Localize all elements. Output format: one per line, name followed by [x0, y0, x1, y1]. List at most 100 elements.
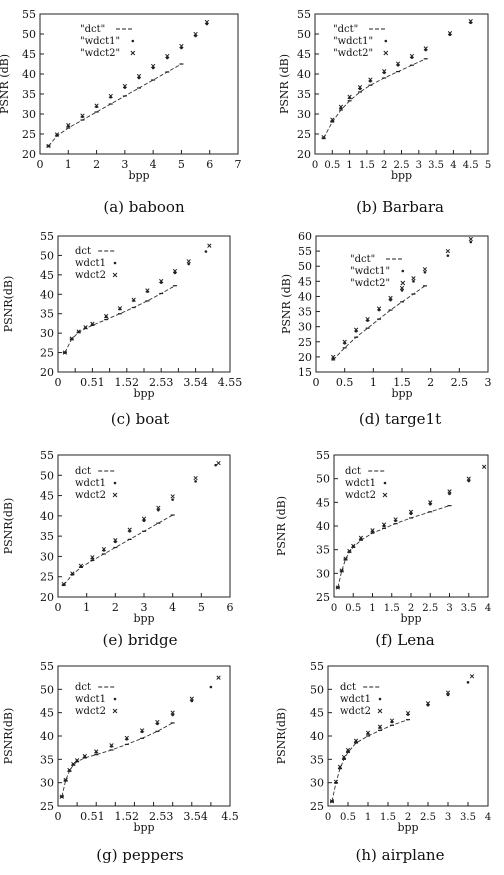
x-tick-label: 0.51 — [80, 376, 105, 389]
data-point-3-11 — [170, 710, 175, 715]
y-tick-label: 45 — [297, 48, 311, 61]
x-tick-label: 0 — [331, 603, 337, 614]
data-point-3-7 — [109, 743, 114, 748]
legend-label: wdct1 — [75, 258, 106, 269]
data-point-3-0 — [331, 354, 336, 360]
legend-marker — [383, 481, 387, 485]
chart-panel-8: 25 30 35 40 45 50 55 0 0.5 1 1.5 2 2.5 3 3.5 4 bpp PSNR(d… — [275, 660, 491, 864]
data-point-3-10 — [425, 701, 431, 706]
data-point-3-6 — [365, 730, 371, 735]
series-line-dct — [331, 719, 409, 802]
x-tick-label: 0.5 — [340, 812, 356, 823]
legend-label: dct — [75, 682, 91, 693]
y-tick-label: 50 — [40, 683, 54, 696]
legend-label: wdct2 — [75, 706, 106, 717]
data-point-3-3 — [83, 325, 88, 330]
legend-label: "wdct1" — [80, 36, 120, 47]
x-tick-label: 2.5 — [394, 160, 410, 171]
data-point-3-11 — [447, 489, 452, 494]
data-point-2-9 — [171, 498, 174, 501]
data-point-3-10 — [193, 475, 198, 481]
y-tick-label: 30 — [298, 321, 312, 334]
data-point-3-3 — [365, 316, 370, 322]
x-tick-label: 4.5 — [221, 810, 239, 823]
data-point-3-5 — [388, 295, 393, 301]
x-axis-label: bpp — [133, 612, 154, 625]
x-tick-label: 2 — [405, 812, 411, 823]
y-tick-label: 35 — [40, 308, 54, 321]
data-point-3-1 — [63, 777, 68, 783]
x-tick-label: 4 — [485, 603, 491, 614]
data-point-3-6 — [382, 69, 387, 74]
x-tick-label: 5 — [485, 160, 491, 171]
data-point-3-12 — [189, 696, 194, 701]
x-axis-label: bpp — [128, 169, 149, 182]
data-point-3-6 — [399, 285, 405, 291]
data-point-3-1 — [342, 339, 347, 344]
data-point-3-4 — [351, 543, 356, 549]
data-point-3-5 — [113, 538, 118, 543]
legend-label: wdct2 — [75, 270, 106, 281]
legend-label: wdct1 — [75, 694, 106, 705]
data-point-2-7 — [412, 280, 415, 283]
y-tick-label: 25 — [22, 128, 36, 141]
data-point-3-2 — [76, 329, 81, 334]
legend-marker — [113, 261, 117, 265]
data-point-3-5 — [353, 738, 359, 743]
x-tick-label: 3 — [445, 812, 451, 823]
series-line-dct — [337, 505, 450, 588]
legend-marker — [400, 280, 406, 286]
chart-panel-4: 15 20 25 30 35 40 45 50 55 60 0 0.5 1 1.5 2 2.5 3 bpp PSNR… — [280, 230, 492, 428]
x-axis-label: bpp — [391, 387, 412, 400]
data-point-3-10 — [468, 236, 473, 242]
series-line-dct — [64, 285, 176, 353]
x-tick-label: 0.51 — [80, 810, 105, 823]
chart-panel-2: 20 25 30 35 40 45 50 55 0 0.5 1 1.5 2 2.5 3 3.5 4 4.5 5 bpp… — [278, 8, 491, 216]
x-tick-label: 2 — [112, 601, 119, 614]
data-point-3-5 — [108, 93, 113, 99]
legend-label: wdct1 — [340, 694, 371, 705]
data-point-2-9 — [446, 254, 450, 257]
chart-panel-7: 25 30 35 40 45 50 55 0 0.51 1.52 2.53 3.54 4.5 bpp PSN… — [2, 660, 239, 864]
y-axis-label: PSNR(dB) — [2, 708, 15, 765]
x-tick-label: 3 — [141, 601, 148, 614]
data-point-3-6 — [127, 527, 132, 532]
data-point-3-2 — [67, 767, 72, 773]
data-point-3-10 — [155, 719, 160, 725]
data-point-3-5 — [104, 313, 109, 319]
y-tick-label: 40 — [297, 68, 311, 81]
legend-marker — [130, 50, 136, 56]
y-tick-label: 45 — [298, 275, 312, 288]
x-tick-label: 1 — [369, 603, 375, 614]
data-point-3-0 — [321, 135, 326, 140]
y-tick-label: 50 — [310, 683, 324, 696]
data-point-3-9 — [139, 728, 145, 733]
y-tick-label: 25 — [40, 571, 54, 584]
x-tick-label: 0 — [55, 601, 62, 614]
data-point-3-1 — [70, 571, 75, 576]
x-tick-label: 4 — [169, 601, 176, 614]
legend-marker — [377, 708, 383, 714]
y-tick-label: 20 — [40, 366, 54, 379]
data-point-2-10 — [194, 480, 197, 483]
data-point-3-4 — [94, 103, 99, 108]
data-point-3-11 — [445, 690, 451, 695]
y-tick-label: 30 — [316, 567, 330, 580]
x-tick-label: 2 — [408, 603, 414, 614]
y-tick-label: 30 — [40, 550, 54, 563]
y-tick-label: 35 — [310, 753, 324, 766]
panel-caption: (e) bridge — [103, 631, 178, 649]
panel-caption: (f) Lena — [375, 631, 435, 649]
x-tick-label: 4 — [150, 158, 157, 171]
y-tick-label: 35 — [298, 306, 312, 319]
data-point-3-7 — [131, 297, 136, 302]
data-point-3-7 — [411, 276, 416, 281]
y-tick-label: 55 — [298, 245, 312, 258]
x-tick-label: 0 — [37, 158, 44, 171]
y-tick-label: 35 — [22, 88, 36, 101]
x-tick-label: 1 — [346, 160, 352, 171]
data-point-3-9 — [445, 248, 451, 254]
legend-label: dct — [75, 466, 91, 477]
y-tick-label: 50 — [316, 473, 330, 486]
